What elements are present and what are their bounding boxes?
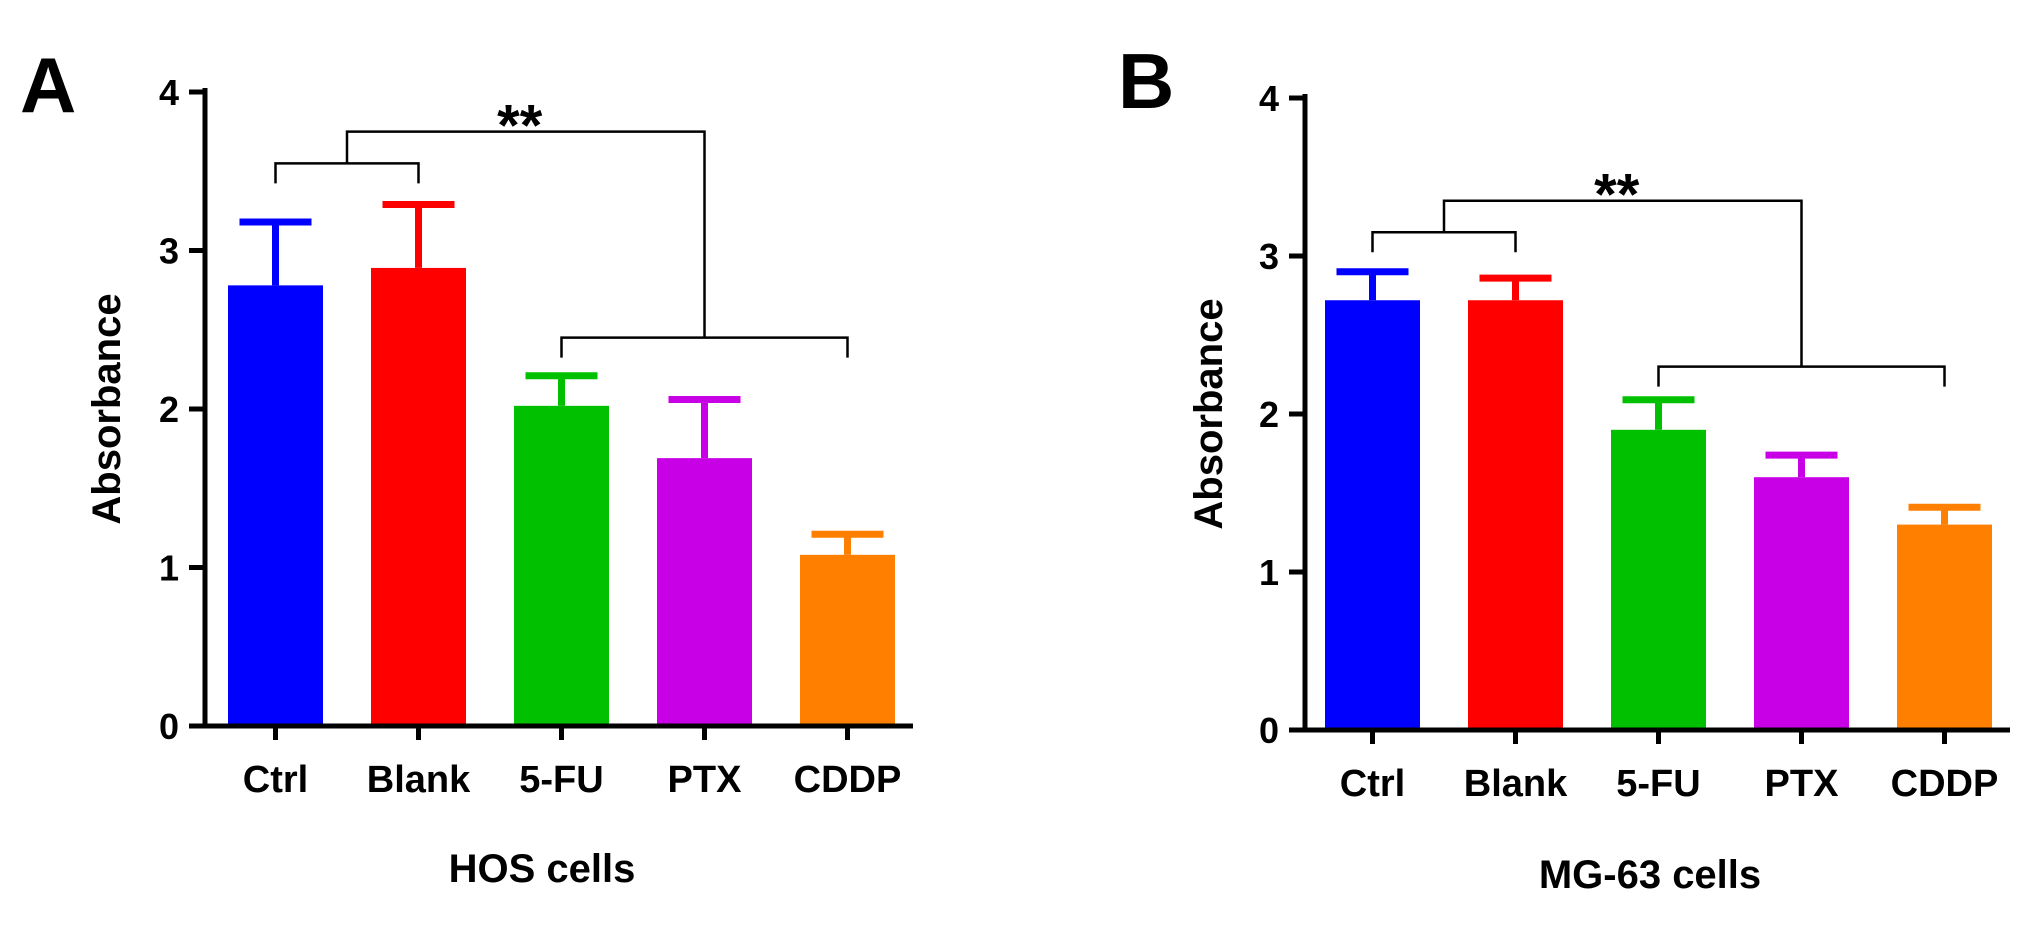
y-tick-label: 0 — [159, 706, 179, 747]
bar-5-fu — [514, 405, 609, 726]
significance-bracket-left — [1371, 231, 1517, 253]
x-tick-label-ctrl: Ctrl — [243, 759, 308, 801]
panel-label: B — [1118, 37, 1174, 125]
bar-cddp — [800, 554, 895, 726]
significance-bracket-top — [345, 130, 706, 338]
significance-bracket-top — [1442, 199, 1803, 367]
y-tick-label: 4 — [159, 72, 179, 113]
bar-blank — [371, 267, 466, 726]
y-tick-label: 1 — [1259, 552, 1279, 593]
x-tick-label-5-fu: 5-FU — [1616, 763, 1700, 805]
x-tick-label-ctrl: Ctrl — [1340, 763, 1405, 805]
significance-label: ** — [1594, 163, 1640, 228]
y-tick-label: 2 — [159, 389, 179, 430]
panel-label: A — [20, 41, 76, 129]
bar-ptx — [1754, 477, 1849, 730]
bar-ctrl — [228, 285, 323, 726]
x-tick-label-blank: Blank — [1464, 763, 1568, 805]
bar-cddp — [1897, 524, 1992, 730]
y-tick-label: 3 — [159, 231, 179, 272]
y-tick-label: 4 — [1259, 78, 1279, 119]
x-axis-label: HOS cells — [449, 847, 636, 891]
y-axis-label: Absorbance — [1187, 298, 1231, 529]
significance-label: ** — [497, 94, 543, 159]
x-tick-label-5-fu: 5-FU — [519, 759, 603, 801]
x-axis-label: MG-63 cells — [1539, 853, 1761, 897]
panel-a: A 0 1 2 3 4 Ctrl Blank 5-FU PTX CDDP Absorbance HOS … — [20, 41, 913, 891]
significance-bracket-right — [1657, 365, 1946, 387]
significance-bracket-left — [274, 162, 420, 184]
y-tick-label: 3 — [1259, 236, 1279, 277]
y-tick-label: 1 — [159, 548, 179, 589]
bar-ctrl — [1325, 300, 1420, 730]
bar-blank — [1468, 300, 1563, 730]
y-tick-label: 2 — [1259, 394, 1279, 435]
bar-ptx — [657, 458, 752, 726]
panel-b: B 0 1 2 3 4 Ctrl Blank 5-FU PTX CDDP Absorbance MG-6… — [1118, 37, 2010, 897]
y-tick-label: 0 — [1259, 710, 1279, 751]
y-axis-label: Absorbance — [85, 293, 129, 524]
x-tick-label-ptx: PTX — [1765, 763, 1840, 805]
x-tick-label-ptx: PTX — [668, 759, 743, 801]
bar-5-fu — [1611, 429, 1706, 730]
x-tick-label-cddp: CDDP — [794, 759, 902, 801]
x-tick-label-blank: Blank — [367, 759, 471, 801]
significance-bracket-right — [560, 336, 849, 358]
x-tick-label-cddp: CDDP — [1891, 763, 1999, 805]
